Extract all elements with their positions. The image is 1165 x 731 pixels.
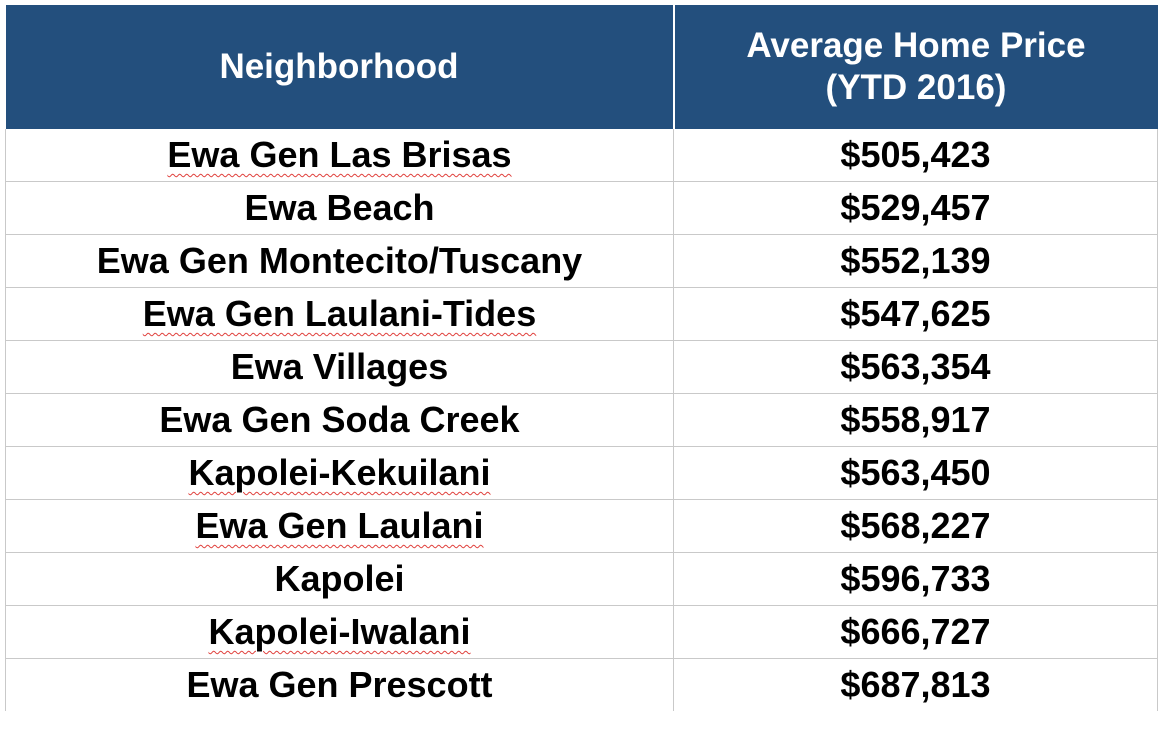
price-cell: $558,917 xyxy=(673,393,1158,447)
table-row: Ewa Gen Soda Creek $558,917 xyxy=(5,393,1158,447)
table-row: Kapolei-Iwalani $666,727 xyxy=(5,605,1158,659)
neighborhood-cell: Kapolei-Kekuilani xyxy=(5,446,674,500)
neighborhood-cell: Kapolei-Iwalani xyxy=(5,605,674,659)
table-row: Ewa Gen Laulani-Tides $547,625 xyxy=(5,287,1158,341)
table-row: Ewa Beach $529,457 xyxy=(5,181,1158,235)
neighborhood-name: Ewa Gen Montecito/Tuscany xyxy=(96,240,583,281)
price-cell: $666,727 xyxy=(673,605,1158,659)
price-cell: $563,450 xyxy=(673,446,1158,500)
neighborhood-name: Ewa Gen Laulani xyxy=(195,505,484,546)
header-price-line-1: Average Home Price xyxy=(746,26,1086,65)
neighborhood-name: Ewa Gen Prescott xyxy=(186,664,493,705)
table-row: Ewa Gen Montecito/Tuscany $552,139 xyxy=(5,234,1158,288)
header-row: Neighborhood Average Home Price (YTD 201… xyxy=(5,5,1158,129)
price-cell: $563,354 xyxy=(673,340,1158,394)
neighborhood-cell: Ewa Villages xyxy=(5,340,674,394)
price-cell: $687,813 xyxy=(673,658,1158,711)
header-average-home-price: Average Home Price (YTD 2016) xyxy=(673,5,1158,129)
neighborhood-cell: Ewa Gen Las Brisas xyxy=(5,129,674,182)
table-row: Ewa Gen Las Brisas $505,423 xyxy=(5,129,1158,182)
price-cell: $529,457 xyxy=(673,181,1158,235)
header-neighborhood: Neighborhood xyxy=(5,5,675,129)
price-cell: $505,423 xyxy=(673,129,1158,182)
neighborhood-name: Ewa Villages xyxy=(230,346,449,387)
table-row: Ewa Gen Prescott $687,813 xyxy=(5,658,1158,711)
table-row: Kapolei $596,733 xyxy=(5,552,1158,606)
neighborhood-name: Kapolei xyxy=(274,558,405,599)
neighborhood-cell: Ewa Beach xyxy=(5,181,674,235)
neighborhood-name: Kapolei-Kekuilani xyxy=(188,452,491,493)
table-row: Kapolei-Kekuilani $563,450 xyxy=(5,446,1158,500)
neighborhood-cell: Ewa Gen Prescott xyxy=(5,658,674,711)
neighborhood-cell: Kapolei xyxy=(5,552,674,606)
neighborhood-cell: Ewa Gen Montecito/Tuscany xyxy=(5,234,674,288)
neighborhood-name: Ewa Gen Las Brisas xyxy=(167,134,512,175)
home-price-table-container: Neighborhood Average Home Price (YTD 201… xyxy=(5,5,1158,711)
price-cell: $552,139 xyxy=(673,234,1158,288)
neighborhood-name: Ewa Gen Soda Creek xyxy=(159,399,520,440)
home-price-table: Neighborhood Average Home Price (YTD 201… xyxy=(5,5,1158,711)
table-header: Neighborhood Average Home Price (YTD 201… xyxy=(5,5,1158,129)
header-price-line-2: (YTD 2016) xyxy=(825,68,1007,107)
neighborhood-cell: Ewa Gen Laulani-Tides xyxy=(5,287,674,341)
neighborhood-cell: Ewa Gen Soda Creek xyxy=(5,393,674,447)
price-cell: $568,227 xyxy=(673,499,1158,553)
neighborhood-cell: Ewa Gen Laulani xyxy=(5,499,674,553)
price-cell: $596,733 xyxy=(673,552,1158,606)
neighborhood-name: Ewa Beach xyxy=(244,187,435,228)
neighborhood-name: Kapolei-Iwalani xyxy=(208,611,471,652)
table-row: Ewa Villages $563,354 xyxy=(5,340,1158,394)
neighborhood-name: Ewa Gen Laulani-Tides xyxy=(142,293,537,334)
price-cell: $547,625 xyxy=(673,287,1158,341)
table-body: Ewa Gen Las Brisas $505,423 Ewa Beach $5… xyxy=(5,129,1158,711)
table-row: Ewa Gen Laulani $568,227 xyxy=(5,499,1158,553)
